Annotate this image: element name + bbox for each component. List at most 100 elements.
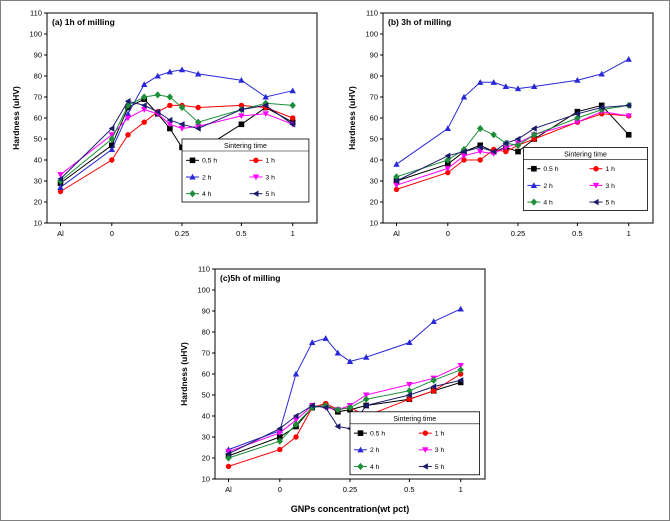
y-tick-label: 80 xyxy=(370,72,378,81)
legend-label: 2 h xyxy=(202,174,212,181)
y-tick-label: 20 xyxy=(34,198,42,207)
x-axis: Al 0 0.25 0.5 1 xyxy=(57,223,295,238)
legend-item-2h: 2 h xyxy=(354,446,380,454)
x-tick-label: 0 xyxy=(278,485,282,494)
legend-label: 0.5 h xyxy=(543,166,558,173)
x-tick-label: 0.5 xyxy=(236,229,246,238)
x-tick-label: 0 xyxy=(446,229,450,238)
y-tick-label: 60 xyxy=(370,114,378,123)
legend-item-2h: 2 h xyxy=(527,182,553,190)
series-5h xyxy=(57,98,296,183)
y-tick-label: 60 xyxy=(34,114,42,123)
y-tick-label: 30 xyxy=(202,433,210,442)
legend-item-5h: 5 h xyxy=(249,190,275,198)
x-tick-label: 0.5 xyxy=(572,229,582,238)
legend-label: 5 h xyxy=(606,199,616,206)
legend-label: 3 h xyxy=(606,183,616,190)
series-5h xyxy=(393,102,632,185)
x-tick-label: 0.25 xyxy=(175,229,190,238)
series-2h xyxy=(57,66,296,190)
legend-label: 4 h xyxy=(370,464,380,471)
legend-item-1h: 1 h xyxy=(418,430,445,438)
y-axis: 10 20 30 40 50 60 70 80 90 100 110 xyxy=(29,9,47,228)
legend-label: 1 h xyxy=(435,431,445,438)
y-tick-label: 100 xyxy=(365,30,378,39)
y-tick-label: 10 xyxy=(34,219,42,228)
y-axis: 10 20 30 40 50 60 70 80 90 100 110 xyxy=(197,265,215,484)
y-tick-label: 110 xyxy=(366,9,378,18)
x-tick-label: 0.5 xyxy=(404,485,414,494)
panel-title: (b) 3h of milling xyxy=(388,17,451,27)
x-tick-label: 0.25 xyxy=(343,485,358,494)
legend-label: 3 h xyxy=(435,447,445,454)
series-2h xyxy=(393,56,632,167)
y-tick-label: 30 xyxy=(34,177,42,186)
y-tick-label: 20 xyxy=(202,454,210,463)
y-tick-label: 50 xyxy=(202,391,210,400)
legend-label: 3 h xyxy=(265,174,275,181)
y-axis-title: Hardness (uHV) xyxy=(179,342,189,406)
chart-a-1h-milling: 10 20 30 40 50 60 70 80 90 100 110 Al 0 0.25 0.5 1 (a) 1… xyxy=(9,3,329,249)
y-tick-label: 40 xyxy=(370,156,378,165)
y-tick-label: 110 xyxy=(198,265,210,274)
y-tick-label: 90 xyxy=(202,307,210,316)
y-axis: 10 20 30 40 50 60 70 80 90 100 110 xyxy=(365,9,383,228)
x-tick-label: 0 xyxy=(110,229,114,238)
x-tick-label: Al xyxy=(57,229,64,238)
x-axis: Al 0 0.25 0.5 1 xyxy=(225,479,463,494)
y-tick-label: 80 xyxy=(34,72,42,81)
legend-item-1h: 1 h xyxy=(589,166,616,173)
legend: Sintering time 0.5 h 1 h 2 h 3 h 4 h 5 h xyxy=(522,146,648,211)
legend-item-2h: 2 h xyxy=(186,173,212,181)
y-tick-label: 20 xyxy=(370,198,378,207)
legend-item-5h: 5 h xyxy=(418,463,444,471)
legend-item-05h: 0.5 h xyxy=(527,165,559,173)
y-tick-label: 40 xyxy=(34,156,42,165)
y-tick-label: 10 xyxy=(370,219,378,228)
legend-label: 4 h xyxy=(202,191,212,198)
y-tick-label: 70 xyxy=(34,93,42,102)
legend-title: Sintering time xyxy=(393,416,436,423)
legend-label: 1 h xyxy=(606,166,616,173)
panel-title: (a) 1h of milling xyxy=(52,17,115,27)
y-tick-label: 80 xyxy=(202,328,210,337)
legend-label: 5 h xyxy=(265,191,275,198)
legend-item-4h: 4 h xyxy=(354,462,380,471)
y-tick-label: 50 xyxy=(370,135,378,144)
legend-label: 1 h xyxy=(265,158,275,165)
legend-title: Sintering time xyxy=(564,151,607,158)
chart-c-canvas: 10 20 30 40 50 60 70 80 90 100 110 Al 0 0.25 0.5 1 (c)5h… xyxy=(179,265,486,514)
chart-b-3h-milling: 10 20 30 40 50 60 70 80 90 100 110 Al 0 0.25 0.5 1 (b) 3… xyxy=(345,3,665,249)
y-tick-label: 100 xyxy=(29,30,42,39)
legend-item-05h: 0,5 h xyxy=(186,157,217,165)
x-tick-label: 0.25 xyxy=(511,229,526,238)
legend-label: 4 h xyxy=(543,199,553,206)
x-tick-label: Al xyxy=(225,485,232,494)
y-tick-label: 100 xyxy=(197,286,210,295)
panel-title: (c)5h of milling xyxy=(220,273,280,283)
legend: Sintering time 0,5 h 1 h 2 h 3 h 4 h 5 h xyxy=(181,138,310,203)
y-tick-label: 90 xyxy=(370,51,378,60)
series-4h xyxy=(57,91,296,185)
y-tick-label: 10 xyxy=(202,475,210,484)
x-axis-title: GNPs concentration(wt pct) xyxy=(291,504,410,514)
x-axis: Al 0 0.25 0.5 1 xyxy=(393,223,631,238)
x-tick-label: Al xyxy=(393,229,400,238)
legend: Sintering time 0.5 h 1 h 2 h 3 h 4 h 5 h xyxy=(349,411,481,476)
legend-label: 2 h xyxy=(543,183,553,190)
x-tick-label: 1 xyxy=(459,485,463,494)
legend-item-3h: 3 h xyxy=(249,174,275,181)
legend-label: 0,5 h xyxy=(202,158,217,165)
x-tick-label: 1 xyxy=(627,229,631,238)
y-axis-title: Hardness (uHV) xyxy=(11,86,21,150)
legend-item-4h: 4 h xyxy=(186,190,212,198)
legend-item-5h: 5 h xyxy=(589,198,616,206)
legend-label: 0.5 h xyxy=(370,431,385,438)
y-tick-label: 90 xyxy=(34,51,42,60)
y-tick-label: 60 xyxy=(202,370,210,379)
y-tick-label: 30 xyxy=(370,177,378,186)
legend-item-05h: 0.5 h xyxy=(354,430,385,438)
x-tick-label: 1 xyxy=(291,229,295,238)
y-tick-label: 40 xyxy=(202,412,210,421)
